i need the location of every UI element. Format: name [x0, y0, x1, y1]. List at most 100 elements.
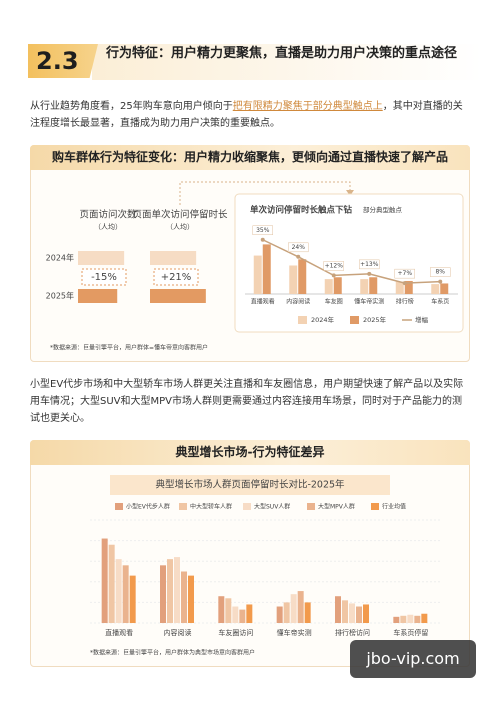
x-tick-label: 车友圈访问: [218, 628, 253, 637]
x-tick-label: 内容阅读: [164, 628, 192, 637]
source: *数据来源：巨量引擎平台，用户群体=懂车帝意向客群用户: [50, 344, 208, 352]
category-label: 2025年: [46, 291, 74, 301]
x-tick-label: 车系页: [431, 298, 449, 306]
chart-title-band: [110, 475, 390, 495]
legend-label: 行业均值: [382, 503, 406, 511]
arrow: [346, 190, 354, 196]
bar: [335, 596, 341, 623]
bar: [289, 265, 298, 294]
bar: [393, 616, 400, 623]
bar: [400, 615, 407, 623]
bar: [356, 606, 362, 623]
legend-swatch: [307, 503, 315, 510]
legend-swatch: [298, 316, 307, 324]
bar: [129, 575, 136, 623]
box-title: 购车群体行为特征变化：用户精力收缩聚焦，更倾向通过直播快速了解产品: [30, 145, 470, 170]
point: [331, 273, 336, 278]
bar: [414, 615, 421, 623]
highlight: 把有限精力聚焦于部分典型触点上: [232, 101, 383, 112]
bar: [150, 251, 197, 265]
label-box: [288, 242, 309, 253]
category-label: 2024年: [46, 253, 74, 263]
legend-label: 2025年: [363, 315, 387, 324]
bar: [174, 557, 180, 623]
bar: [78, 289, 118, 303]
box-title: 典型增长市场-行为特征差异: [30, 440, 470, 465]
bar: [108, 544, 115, 623]
bar: [225, 598, 232, 623]
bar: [440, 283, 449, 294]
bar: [333, 277, 342, 294]
bar: [188, 575, 194, 623]
bar: [160, 565, 166, 623]
section-number: 2.3: [28, 44, 98, 78]
bar: [369, 277, 378, 294]
x-tick-label: 直播观看: [105, 628, 133, 637]
legend-label: 中大型轿车人群: [190, 503, 232, 511]
bar: [324, 279, 333, 294]
bar: [78, 251, 125, 265]
paragraph: 小型EV代步市场和中大型轿车市场人群更关注直播和车友圈信息，用户期望快速了解产品…: [30, 379, 464, 424]
bar: [253, 255, 262, 294]
legend-label: 大型SUV人群: [254, 503, 290, 511]
point: [438, 279, 443, 284]
legend-label: 大型MPV人群: [318, 503, 355, 511]
bar: [290, 594, 297, 623]
label-box: [394, 268, 415, 279]
bar: [150, 289, 206, 303]
data-label: 35%: [256, 227, 270, 234]
chart-subtitle: （人均）: [166, 222, 194, 231]
legend-swatch: [350, 316, 359, 324]
annotation-box: [81, 268, 127, 286]
annotation-box: [153, 268, 199, 286]
intro-paragraph: 从行业趋势角度看，25年购车意向用户倾向于把有限精力聚焦于部分典型触点上，其中对…: [30, 98, 470, 132]
line: [262, 239, 441, 284]
point: [402, 281, 407, 286]
chart-subtitle: 部分典型触点: [363, 205, 403, 214]
data-label: +12%: [325, 262, 344, 269]
bar: [218, 596, 225, 623]
bar: [232, 606, 239, 623]
chart-title: 单次访问停留时长触点下钻: [250, 205, 353, 216]
section-title: 行为特征：用户精力更聚焦，直播是助力用户决策的重点途径: [106, 46, 458, 61]
chart-title: 页面单次访问停留时长: [132, 209, 228, 221]
annotation: -15%: [91, 272, 117, 283]
legend-swatch: [179, 503, 187, 510]
bar: [246, 604, 253, 623]
label-box: [252, 225, 273, 235]
bar: [115, 559, 122, 623]
bar: [297, 591, 304, 623]
x-tick-label: 内容阅读: [286, 298, 310, 306]
bar: [298, 259, 307, 294]
bar: [421, 613, 428, 623]
bar: [239, 609, 246, 623]
x-tick-label: 懂车帝实测: [277, 628, 312, 637]
x-tick-label: 懂车帝实测: [354, 298, 384, 306]
data-label: +7%: [397, 270, 412, 277]
chart-subtitle: （人均）: [94, 222, 122, 231]
bar: [360, 279, 369, 294]
annotation: +21%: [161, 272, 192, 283]
bar: [407, 614, 414, 623]
text: 从行业趋势角度看，25年购车意向用户倾向于: [30, 101, 233, 112]
point: [260, 237, 265, 242]
data-label: +13%: [360, 261, 379, 268]
bar: [101, 538, 108, 623]
x-tick-label: 直播观看: [251, 298, 275, 306]
legend-swatch: [115, 503, 123, 510]
legend-label: 增幅: [415, 315, 429, 324]
legend-label: 小型EV代步人群: [126, 503, 170, 511]
bar: [262, 244, 271, 294]
data-label: 24%: [292, 244, 306, 251]
bar: [283, 602, 290, 623]
bar: [167, 559, 173, 623]
data-label: 8%: [435, 269, 445, 276]
bar: [181, 571, 187, 623]
legend-label: 2024年: [311, 315, 335, 324]
point: [367, 271, 372, 276]
chart-panel: *数据来源：巨量引擎平台，用户群体=懂车帝意向客群用户 页面访问次数（人均）20…: [46, 181, 464, 352]
label-box: [430, 267, 451, 277]
x-tick-label: 排行榜: [396, 298, 414, 306]
bar: [122, 565, 129, 623]
